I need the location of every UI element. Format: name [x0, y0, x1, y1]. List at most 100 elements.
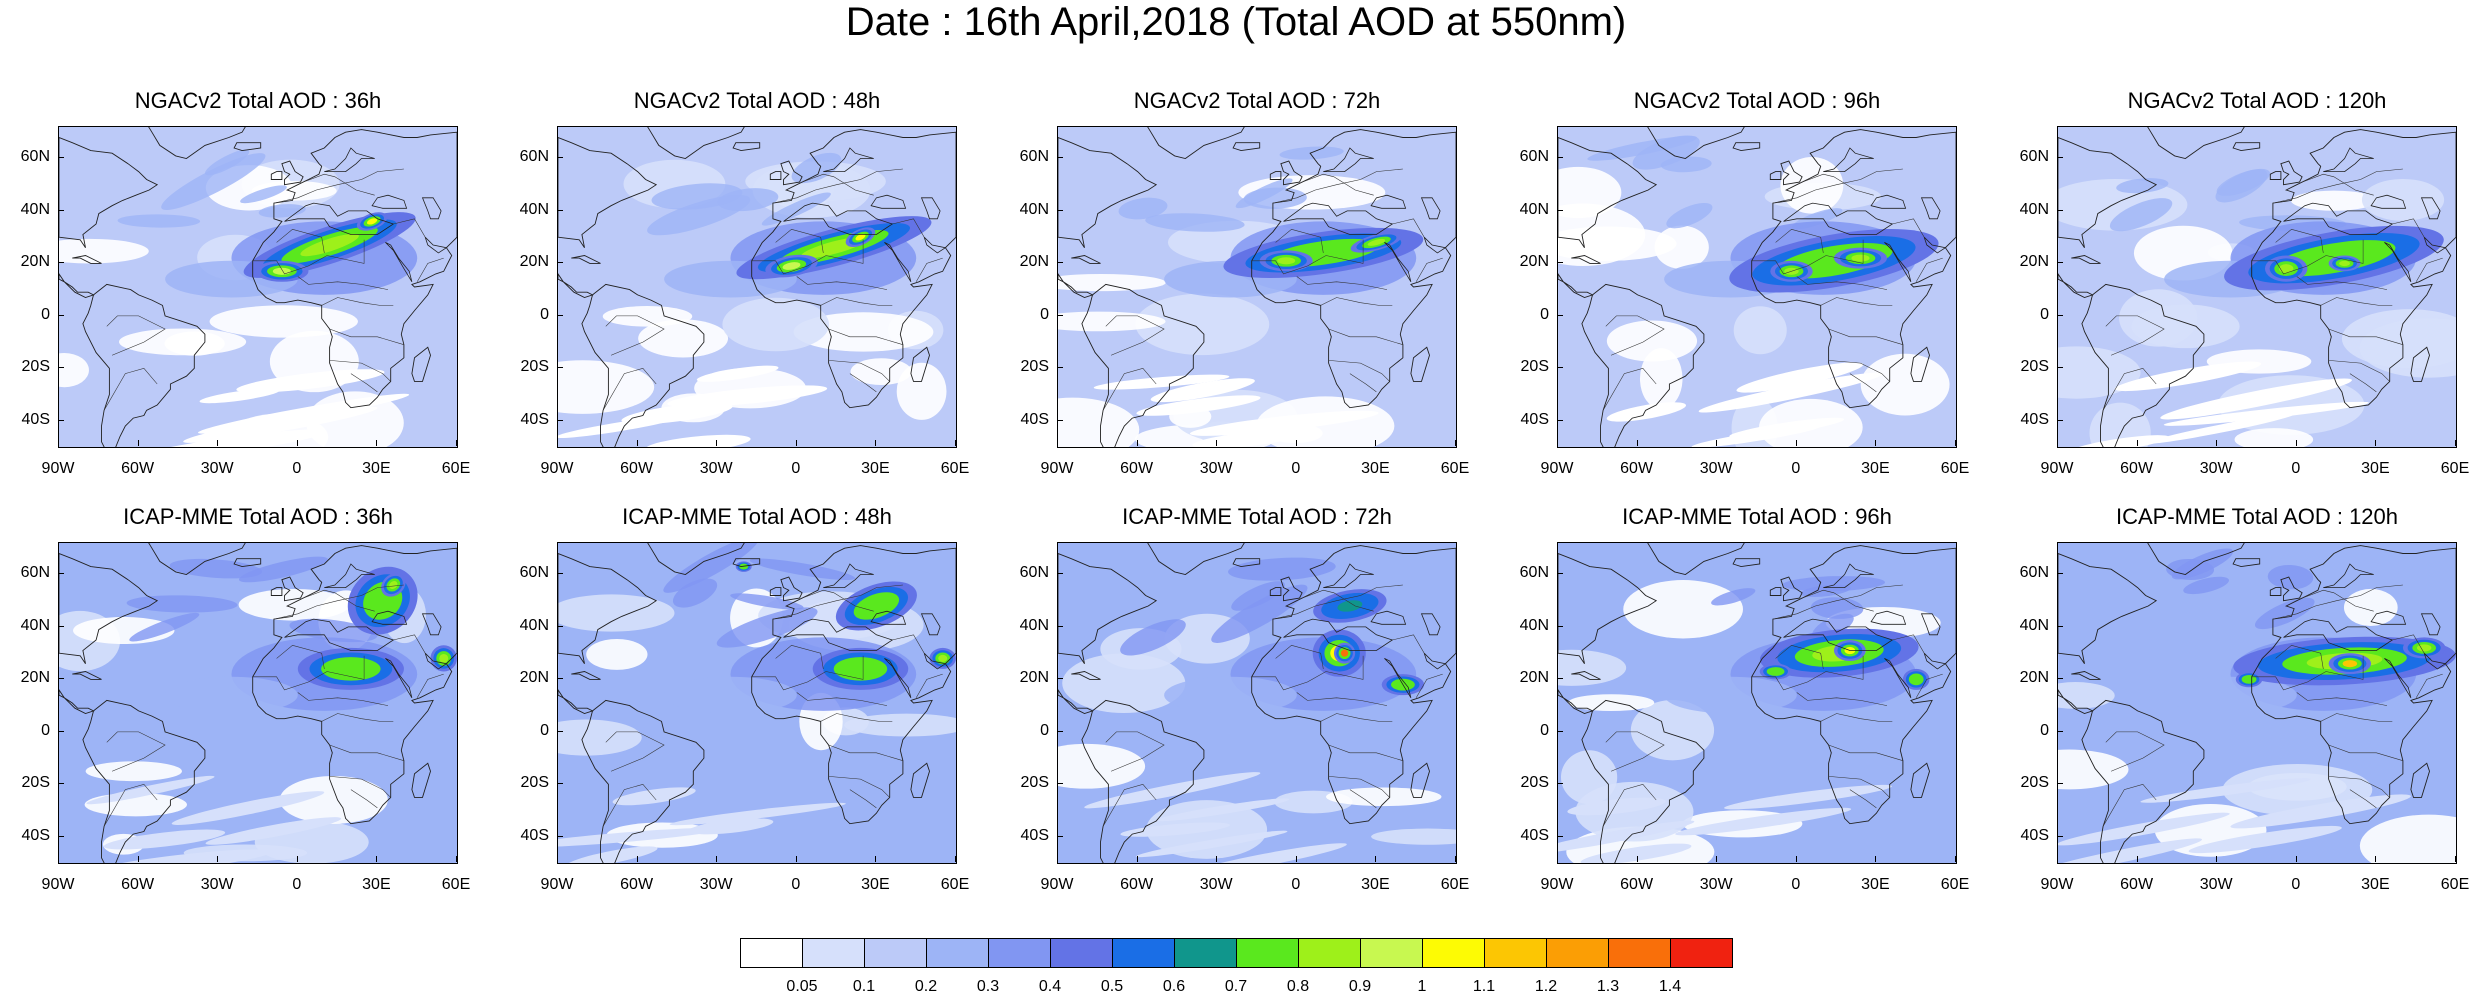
country-border	[321, 297, 394, 306]
panel-title: NGACv2 Total AOD : 48h	[633, 88, 881, 113]
latitude-label: 20S	[1520, 774, 1549, 792]
sea-coastline	[1420, 613, 1441, 636]
map-panel: ICAP-MME Total AOD : 96h 60N 40N 20N 0 20S 40S…	[1520, 504, 1970, 893]
latitude-tick	[557, 573, 563, 575]
latitude-tick	[1057, 573, 1063, 575]
low-aod-streak	[1084, 772, 1261, 809]
latitude-tick	[1057, 262, 1063, 264]
country-border	[1415, 673, 1443, 698]
low-aod-patch	[2343, 588, 2398, 627]
colorbar-swatch	[1050, 938, 1113, 968]
longitude-tick	[795, 440, 797, 446]
aod-map	[2057, 542, 2457, 864]
longitude-label: 0	[791, 876, 801, 893]
aod-map	[58, 126, 458, 448]
longitude-tick	[1716, 440, 1718, 446]
low-aod-streak	[1606, 402, 1687, 422]
longitude-tick	[296, 856, 298, 862]
latitude-tick	[1557, 157, 1563, 159]
high-aod-blob	[2278, 264, 2294, 274]
longitude-label: 60E	[441, 460, 471, 477]
low-aod-streak	[2188, 825, 2342, 854]
coastline	[647, 543, 745, 575]
country-border	[1915, 257, 1943, 282]
low-aod-streak	[86, 775, 215, 805]
figure-title: Date : 16th April,2018 (Total AOD at 550…	[845, 0, 1627, 44]
medium-aod-band	[717, 188, 779, 212]
low-aod-patch	[602, 306, 693, 327]
coastline	[1232, 558, 1261, 568]
low-aod-streak	[1192, 430, 1300, 447]
coastline	[647, 127, 745, 159]
coastline	[1571, 255, 1601, 264]
colorbar-swatch	[1484, 938, 1547, 968]
medium-aod-band	[205, 149, 250, 176]
latitude-label: 40S	[520, 410, 549, 428]
country-border	[1828, 360, 1890, 382]
country-border	[1328, 360, 1390, 382]
sea-coastline	[783, 202, 894, 235]
latitude-tick	[1057, 367, 1063, 369]
latitude-label: 40N	[1019, 200, 1049, 218]
sea-coastline	[2420, 613, 2441, 636]
high-aod-blob	[1911, 675, 1921, 683]
country-border	[1849, 789, 1877, 809]
panel-title: NGACv2 Total AOD : 72h	[1133, 88, 1381, 113]
coastline	[1751, 545, 1956, 825]
coastline	[581, 699, 705, 863]
country-border	[828, 328, 903, 345]
coastline	[1251, 129, 1456, 409]
country-border	[892, 218, 925, 238]
latitude-label: 40S	[1020, 410, 1049, 428]
aod-map	[557, 542, 957, 864]
low-aod-streak	[183, 406, 378, 443]
country-border	[1275, 644, 1324, 669]
longitude-label: 60W	[2120, 460, 2154, 477]
coastline	[270, 171, 283, 180]
low-aod-streak	[86, 849, 272, 863]
longitude-label: 0	[292, 460, 302, 477]
country-border	[849, 373, 877, 393]
medium-aod-band	[749, 558, 856, 581]
low-aod-patch	[1568, 694, 1655, 712]
low-aod-streak	[2114, 361, 2262, 392]
medium-aod-band	[2215, 169, 2268, 203]
sea-coastline	[2423, 236, 2447, 254]
low-aod-streak	[1135, 830, 1288, 858]
low-aod-patch	[1860, 353, 1950, 416]
sea-coastline	[1423, 236, 1447, 254]
longitude-tick	[1716, 856, 1718, 862]
latitude-label: 20S	[2020, 774, 2049, 792]
coastline	[1147, 127, 1245, 159]
sea-coastline	[1283, 618, 1394, 651]
low-aod-streak	[1184, 843, 1347, 863]
country-border	[1820, 297, 1893, 306]
longitude-label: 60E	[940, 876, 970, 893]
country-border	[106, 731, 166, 772]
coastline	[2410, 346, 2430, 382]
sea-coastline	[371, 194, 408, 209]
coastline	[1769, 171, 1782, 180]
longitude-label: 30E	[1361, 460, 1390, 477]
longitude-tick	[1557, 440, 1558, 446]
low-aod-streak	[171, 791, 325, 825]
colorbar-swatch	[1546, 938, 1609, 968]
low-aod-streak	[558, 828, 720, 848]
low-aod-patch	[896, 362, 947, 420]
country-border	[350, 789, 378, 809]
longitude-tick	[1295, 440, 1297, 446]
country-border	[772, 584, 903, 620]
coastline	[2058, 137, 2158, 248]
low-aod-streak	[1136, 395, 1261, 416]
medium-aod-band	[1711, 588, 1756, 606]
country-border	[1392, 634, 1425, 654]
colorbar-label: 1.4	[1658, 978, 1682, 995]
map-panel: ICAP-MME Total AOD : 72h 60N 40N 20N 0 20S 40S…	[1020, 504, 1470, 893]
high-aod-blob	[300, 233, 359, 257]
longitude-tick	[1295, 856, 1297, 862]
sea-coastline	[2370, 194, 2407, 209]
sea-coastline	[1823, 147, 1874, 172]
latitude-tick	[1557, 730, 1563, 732]
coastline	[1581, 283, 1705, 447]
panel-title: ICAP-MME Total AOD : 36h	[123, 504, 393, 529]
